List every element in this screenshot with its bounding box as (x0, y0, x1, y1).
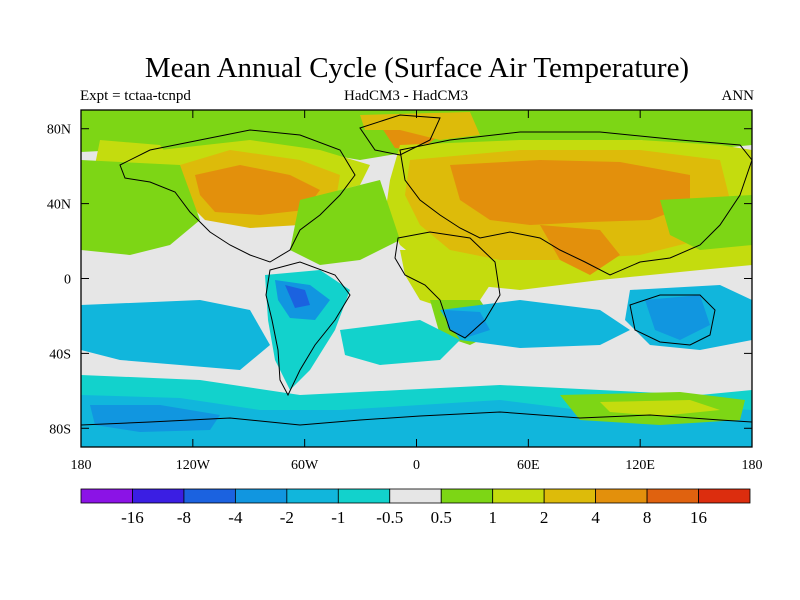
colorbar-swatch (698, 488, 751, 504)
latitude-axis: 80N 40N 0 40S 80S (47, 123, 752, 437)
antarctic-warm (600, 400, 720, 416)
colorbar-label: -0.5 (376, 508, 403, 527)
colorbar-label: 1 (488, 508, 497, 527)
coast-south-america (265, 261, 351, 397)
colorbar-label: -16 (121, 508, 144, 527)
lat-tick-label: 80S (49, 422, 71, 437)
africa-warm (400, 250, 500, 310)
colorbar-swatch (646, 488, 699, 504)
colorbar-swatch (183, 488, 236, 504)
colorbar: -16 -8 -4 -2 -1 -0.5 0.5 1 2 4 8 16 (80, 488, 751, 527)
colorbar-swatch (440, 488, 494, 504)
north-pacific-east-green (660, 195, 752, 250)
indian-ocean-cool (440, 300, 630, 348)
map-title: Mean Annual Cycle (Surface Air Temperatu… (144, 52, 690, 84)
map-field (81, 110, 752, 447)
coast-africa (394, 231, 501, 339)
colorbar-label: -1 (331, 508, 345, 527)
australia-cold (645, 295, 710, 340)
colorbar-swatch (595, 488, 648, 504)
colorbar-label: 2 (540, 508, 549, 527)
colorbar-label: 8 (643, 508, 652, 527)
colorbar-label: 16 (690, 508, 707, 527)
lat-tick-label: 80N (47, 123, 71, 138)
colorbar-swatch (80, 488, 133, 504)
north-pacific-green (81, 160, 200, 255)
southern-ocean-cold (90, 405, 220, 432)
lon-tick-label: 60E (517, 458, 540, 473)
north-atlantic-green (290, 180, 400, 265)
coast-eurasia (399, 131, 752, 276)
lon-tick-label: 120E (625, 458, 655, 473)
north-america-hot (195, 165, 320, 215)
lon-tick-label: 0 (413, 458, 420, 473)
lat-tick-label: 0 (64, 273, 71, 288)
coast-greenland (359, 114, 441, 156)
model-label: HadCM3 - HadCM3 (344, 88, 469, 104)
south-asia-hot (540, 225, 620, 275)
eurasia-hotter (450, 160, 690, 225)
south-atlantic-cool (340, 320, 460, 365)
colorbar-label: -4 (228, 508, 243, 527)
experiment-label: Expt = tctaa-tcnpd (80, 88, 191, 104)
lat-tick-label: 40S (49, 347, 71, 362)
coast-australia (629, 294, 716, 346)
colorbar-swatch (389, 488, 442, 504)
south-america-colder (285, 285, 310, 308)
colorbar-swatch (492, 488, 545, 504)
season-label: ANN (721, 88, 755, 104)
colorbar-swatch (234, 488, 288, 504)
arctic-hot (360, 112, 480, 140)
colorbar-swatch (543, 488, 597, 504)
colorbar-swatch (132, 488, 185, 504)
southern-ocean-cool (81, 395, 752, 447)
lon-tick-label: 180 (742, 458, 763, 473)
lon-tick-label: 60W (291, 458, 319, 473)
lat-tick-label: 40N (47, 198, 71, 213)
south-pacific-cool (81, 300, 270, 370)
colorbar-swatch (337, 488, 391, 504)
colorbar-label: -8 (177, 508, 191, 527)
lon-tick-label: 120W (176, 458, 211, 473)
longitude-axis: 180 120W 60W 0 60E 120E 180 (71, 110, 763, 473)
colorbar-label: 0.5 (431, 508, 452, 527)
coast-north-america (119, 129, 356, 263)
coast-antarctica (81, 411, 752, 426)
southern-africa-cold (445, 310, 490, 338)
colorbar-swatch (286, 488, 339, 504)
colorbar-label: 4 (591, 508, 600, 527)
lon-tick-label: 180 (71, 458, 92, 473)
colorbar-label: -2 (280, 508, 294, 527)
coastlines (81, 114, 752, 426)
